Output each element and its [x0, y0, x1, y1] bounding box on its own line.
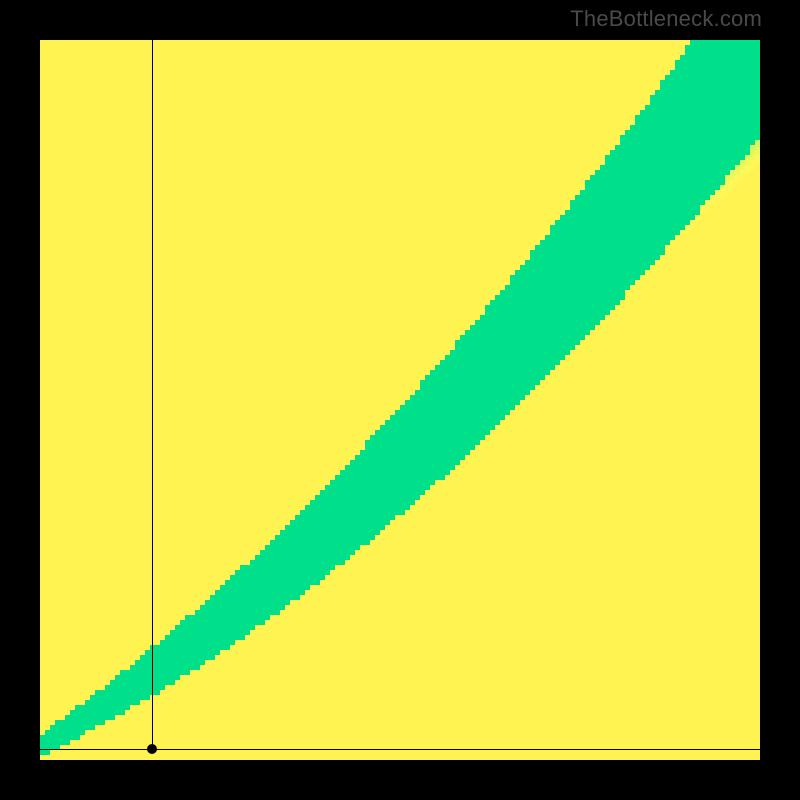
crosshair-marker [147, 744, 157, 754]
frame: TheBottleneck.com [0, 0, 800, 800]
plot-area [40, 40, 760, 760]
heatmap-canvas [40, 40, 760, 760]
watermark-text: TheBottleneck.com [570, 6, 762, 32]
crosshair-vertical [152, 40, 153, 749]
